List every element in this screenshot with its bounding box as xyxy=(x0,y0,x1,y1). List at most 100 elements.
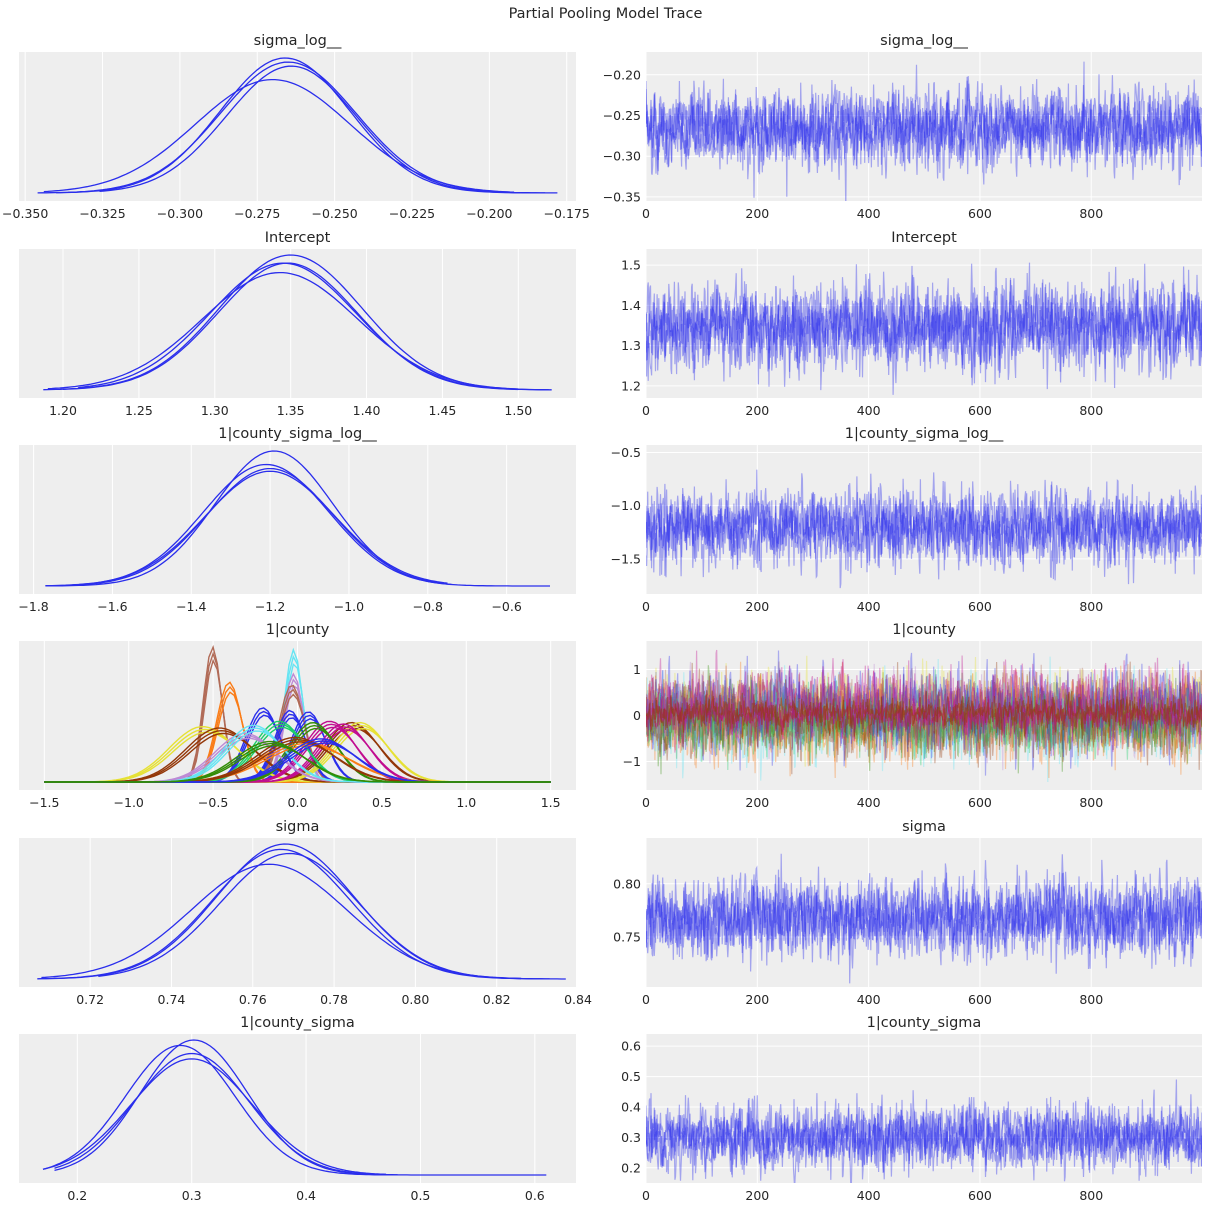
kde-xtick-label: 1.5 xyxy=(541,795,561,810)
kde-chain-2 xyxy=(53,848,522,980)
trace-ytick-label: −0.5 xyxy=(611,445,641,460)
kde-xtick-label: 1.50 xyxy=(504,403,532,418)
kde-xtick-label: 1.40 xyxy=(353,403,381,418)
trace-chain-4 xyxy=(646,1089,1202,1183)
trace-lines xyxy=(646,649,1202,783)
kde-panel-title: 1|county_sigma_log__ xyxy=(218,426,377,442)
kde-xtick-label: −1.8 xyxy=(18,599,48,614)
kde-xtick-label: 0.5 xyxy=(411,1188,431,1203)
kde-xtick-label: −0.350 xyxy=(2,206,48,221)
trace-ytick-label: −1 xyxy=(623,754,641,769)
trace-ytick-label: 0.75 xyxy=(613,929,641,944)
kde-panel-title: Intercept xyxy=(265,230,331,246)
kde-xtick-label: −1.2 xyxy=(255,599,285,614)
kde-chain-1 xyxy=(45,450,550,587)
trace-ytick-label: −0.30 xyxy=(603,149,641,164)
kde-xtick-label: 0.82 xyxy=(483,992,511,1007)
kde-xtick-label: 1.30 xyxy=(201,403,229,418)
trace-panel-1|county_sigma_log__: 0 200 400 600 800 −1.5 −1.0 −0.5 1|county_sigma_… xyxy=(611,426,1202,614)
trace-xtick-label: 600 xyxy=(968,795,992,810)
trace-xtick-label: 200 xyxy=(745,992,769,1007)
kde-chain-3 xyxy=(54,1052,398,1176)
kde-sigma_log__-axes-background xyxy=(19,52,576,201)
trace-lines xyxy=(646,1079,1202,1183)
kde-xtick-label: −1.6 xyxy=(97,599,127,614)
trace-chain-3 xyxy=(646,473,1202,589)
trace-xtick-label: 600 xyxy=(968,403,992,418)
trace-xtick-label: 800 xyxy=(1079,992,1103,1007)
trace-xtick-label: 0 xyxy=(642,795,650,810)
kde-panel-title: sigma xyxy=(276,819,320,835)
kde-xtick-label: 0.0 xyxy=(288,795,308,810)
trace-lines xyxy=(646,853,1202,984)
trace-chain-4 xyxy=(646,479,1202,578)
trace-xtick-label: 600 xyxy=(968,992,992,1007)
figure-title: Partial Pooling Model Trace xyxy=(508,6,703,22)
trace-chain-3 xyxy=(646,64,1202,185)
trace-ytick-label: 1 xyxy=(633,662,641,677)
trace-xtick-label: 400 xyxy=(857,403,881,418)
trace-ytick-label: 1.4 xyxy=(621,298,641,313)
kde-xtick-label: 0.3 xyxy=(182,1188,202,1203)
trace-xtick-label: 600 xyxy=(968,206,992,221)
trace-panel-title: 1|county_sigma_log__ xyxy=(845,426,1004,442)
kde-xtick-label: 0.5 xyxy=(372,795,392,810)
trace-sigma_log__-axes-background xyxy=(646,52,1202,201)
trace-xtick-label: 800 xyxy=(1079,599,1103,614)
trace-lines xyxy=(646,61,1202,201)
trace-panel-title: sigma xyxy=(902,819,946,835)
kde-xtick-label: −1.4 xyxy=(176,599,206,614)
trace-lines xyxy=(646,262,1202,395)
trace-xtick-label: 0 xyxy=(642,599,650,614)
trace-xtick-label: 200 xyxy=(745,1188,769,1203)
kde-xtick-label: −0.8 xyxy=(413,599,443,614)
kde-xtick-label: −0.225 xyxy=(389,206,435,221)
kde-xtick-label: 1.20 xyxy=(49,403,77,418)
kde-xtick-label: −1.0 xyxy=(334,599,364,614)
trace-panel-1|county: 0 200 400 600 800 −1 0 1 1|county xyxy=(623,622,1202,810)
kde-xtick-label: −1.5 xyxy=(29,795,59,810)
trace-panel-sigma_log__: 0 200 400 600 800 −0.35 −0.30 −0.25 −0.20 sigma_l… xyxy=(603,33,1202,221)
trace-chain-2 xyxy=(646,469,1202,580)
kde-chain-4 xyxy=(45,470,448,587)
kde-xtick-label: −0.5 xyxy=(198,795,228,810)
trace-xtick-label: 600 xyxy=(968,599,992,614)
kde-xtick-label: 0.80 xyxy=(401,992,429,1007)
trace-xtick-label: 0 xyxy=(642,992,650,1007)
kde-1|county_sigma-axes-background xyxy=(19,1034,576,1183)
trace-xtick-label: 0 xyxy=(642,1188,650,1203)
kde-xtick-label: −0.325 xyxy=(79,206,125,221)
kde-chain-3 xyxy=(99,65,546,194)
trace-xtick-label: 800 xyxy=(1079,403,1103,418)
trace-ytick-label: 0.5 xyxy=(621,1069,641,1084)
trace-ytick-label: 1.2 xyxy=(621,378,641,393)
kde-chain-2 xyxy=(62,262,519,391)
trace-chain-2 xyxy=(646,1079,1202,1180)
trace-ytick-label: −1.0 xyxy=(611,498,641,513)
trace-ytick-label: 0.80 xyxy=(613,876,641,891)
kde-xtick-label: 0.4 xyxy=(296,1188,316,1203)
trace-chain-1 xyxy=(646,263,1202,383)
trace-panel-1|county_sigma: 0 200 400 600 800 0.2 0.3 0.4 0.5 0.6 1|county_sig… xyxy=(621,1015,1202,1203)
kde-chain-4 xyxy=(47,271,519,390)
trace-chain-1 xyxy=(646,74,1202,201)
trace-sigma-axes-background xyxy=(646,838,1202,987)
trace-ytick-label: −0.25 xyxy=(603,108,641,123)
kde-panel-sigma: 0.72 0.74 0.76 0.78 0.80 0.82 0.84 sigma xyxy=(19,819,592,1007)
kde-panel-1|county_sigma: 0.2 0.3 0.4 0.5 0.6 1|county_sigma xyxy=(19,1015,576,1203)
trace-county-center-c xyxy=(646,690,1202,737)
trace-ytick-label: 1.3 xyxy=(621,338,641,353)
kde-Intercept-axes-background xyxy=(19,249,576,398)
kde-panel-1|county_sigma_log__: −1.8 −1.6 −1.4 −1.2 −1.0 −0.8 −0.6 1|county_sig… xyxy=(18,426,576,614)
trace-xtick-label: 600 xyxy=(968,1188,992,1203)
trace-ytick-label: 1.5 xyxy=(621,258,641,273)
trace-xtick-label: 800 xyxy=(1079,795,1103,810)
kde-chain-4 xyxy=(41,863,522,980)
trace-chain-4 xyxy=(646,263,1202,391)
trace-ytick-label: 0.2 xyxy=(621,1160,641,1175)
kde-xtick-label: 1.45 xyxy=(429,403,457,418)
trace-chain-2 xyxy=(646,262,1202,389)
kde-chain-2 xyxy=(42,1044,387,1176)
trace-panel-title: 1|county_sigma xyxy=(867,1015,982,1031)
trace-panel-title: Intercept xyxy=(891,230,957,246)
